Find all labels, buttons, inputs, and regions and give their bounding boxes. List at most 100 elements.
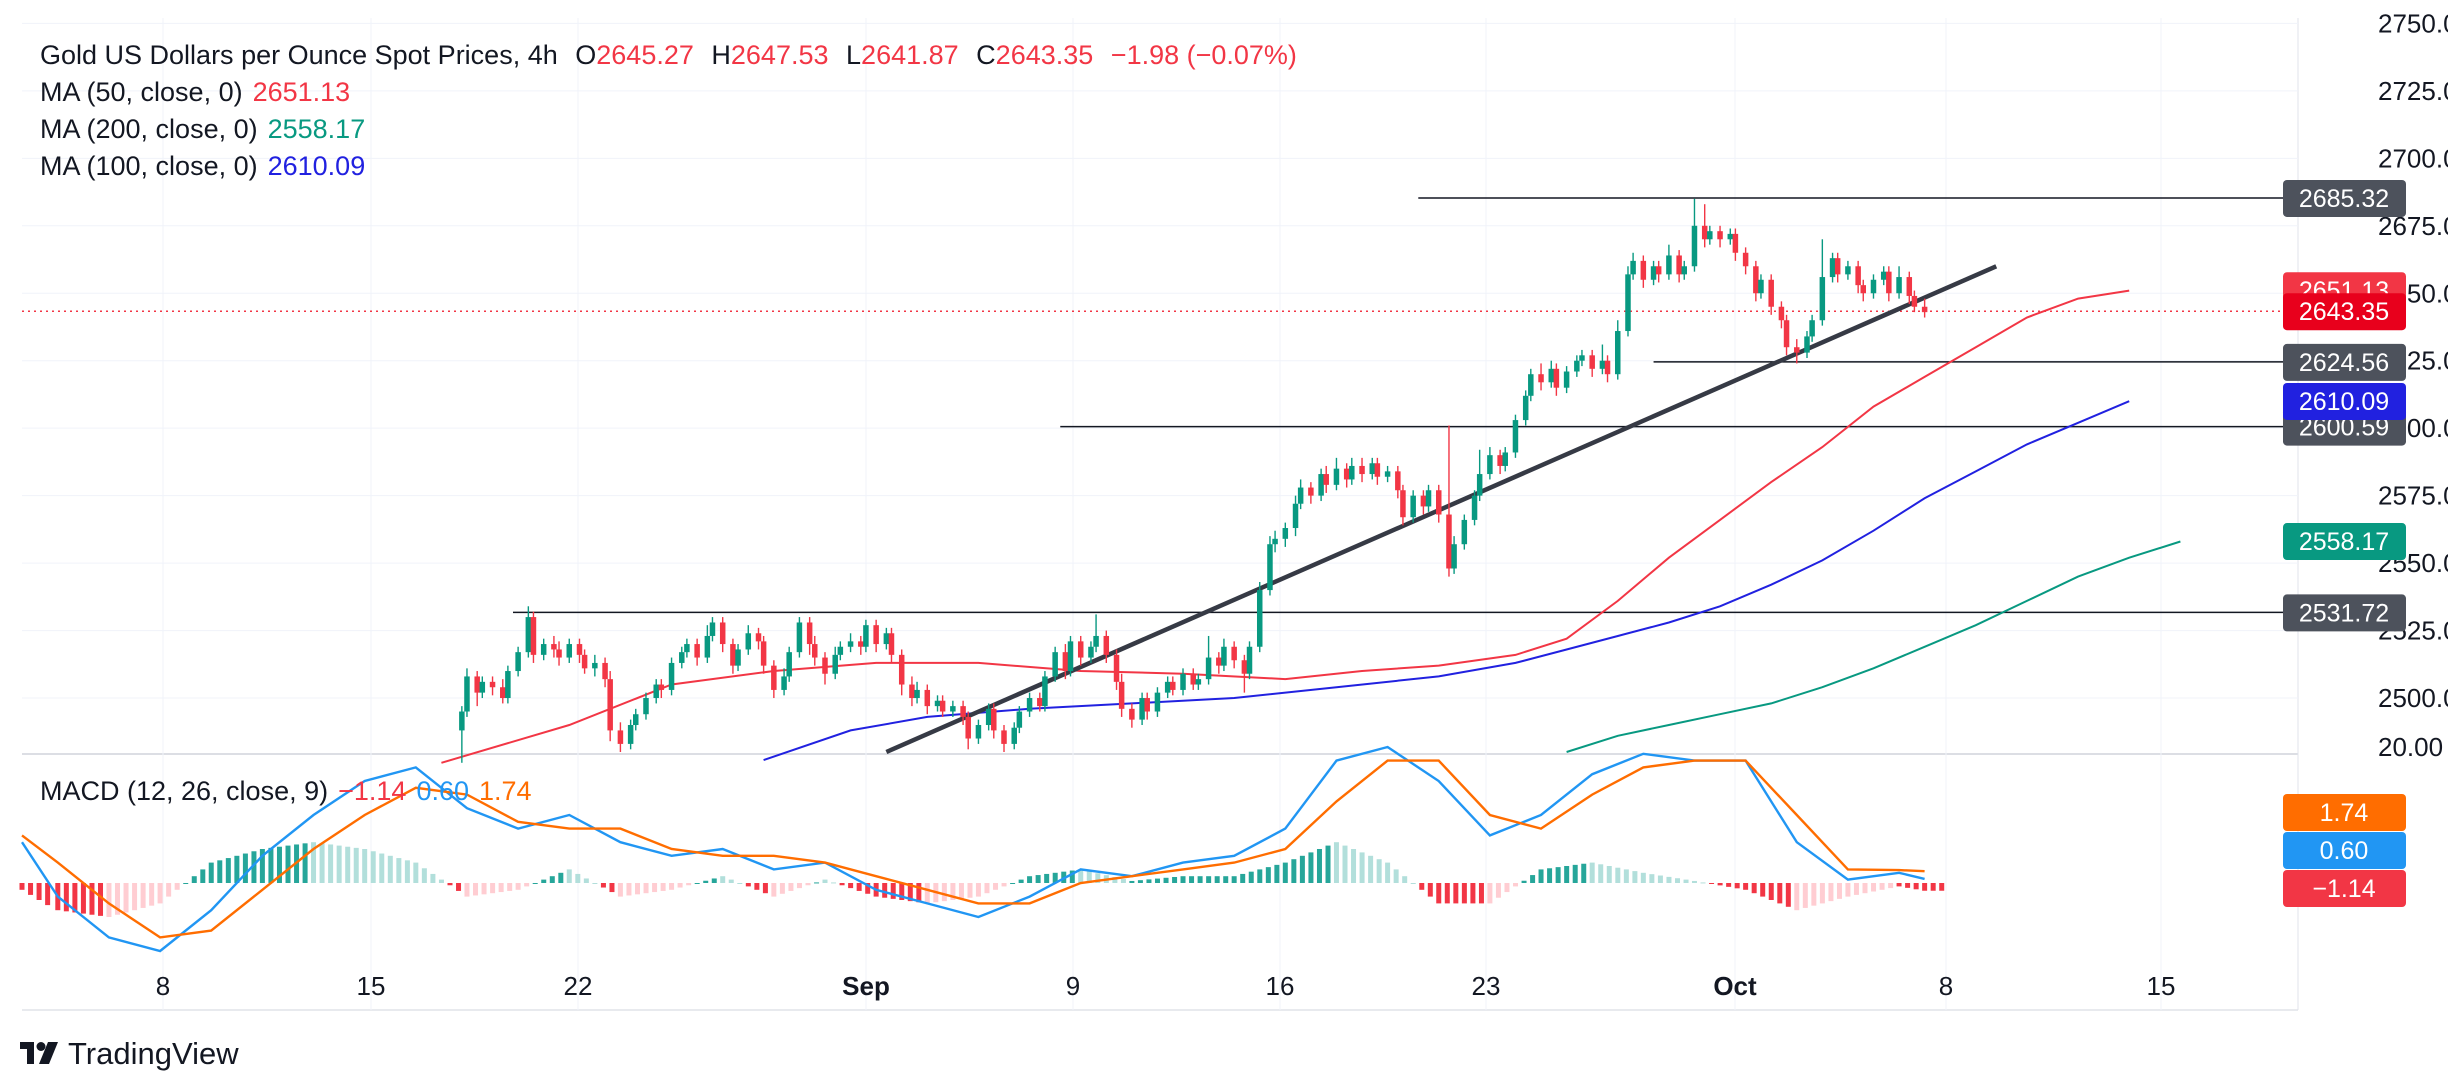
histogram-bar [1137, 880, 1143, 883]
candle-body [1880, 271, 1887, 280]
x-tick-label: 23 [1472, 971, 1501, 1001]
candle-body [1374, 463, 1381, 477]
candle-body [806, 622, 813, 645]
candle-body [1425, 490, 1432, 507]
tradingview-logo[interactable]: TradingView [20, 1036, 239, 1072]
histogram-bar [45, 883, 51, 906]
histogram-bar [1461, 883, 1467, 904]
histogram-bar [865, 883, 871, 894]
macd-signal-badge-label: 1.74 [2320, 799, 2369, 827]
histogram-bar [1274, 864, 1280, 883]
histogram-bar [1240, 873, 1246, 883]
ohlc-close: C2643.35 [976, 40, 1094, 70]
histogram-bar [566, 869, 572, 883]
candle-body [924, 689, 931, 707]
level-badge [2283, 594, 2406, 632]
candle-body [1205, 657, 1212, 680]
candle-body [530, 617, 537, 655]
candle-body [1139, 698, 1145, 720]
signal-line [21, 759, 1925, 939]
histogram-bar [183, 883, 189, 884]
histogram-bar [1717, 883, 1723, 886]
histogram-bar [1691, 880, 1697, 883]
tradingview-icon [20, 1042, 58, 1064]
candle-body [730, 644, 736, 666]
histogram-bar [1836, 883, 1842, 899]
histogram-bar [856, 883, 862, 891]
histogram-bar [208, 862, 214, 883]
macd-legend[interactable]: MACD (12, 26, close, 9) −1.14 0.60 1.74 [40, 776, 532, 806]
candle-body [1359, 465, 1365, 475]
histogram-bar [1010, 883, 1016, 884]
histogram-bar [1564, 866, 1570, 883]
histogram-bar [1615, 867, 1621, 883]
candle-body [735, 649, 741, 666]
candle-body [1701, 225, 1708, 240]
candle-body [1067, 641, 1074, 672]
candle-body [1282, 528, 1289, 539]
histogram-bar [1922, 883, 1928, 891]
x-tick-label: 8 [156, 971, 170, 1001]
candle-body [658, 684, 665, 690]
histogram-bar [890, 883, 896, 899]
candle-body [1308, 487, 1314, 496]
histogram-bar [157, 883, 163, 904]
grid [22, 18, 2299, 1011]
histogram-bar [1044, 873, 1050, 883]
candle-body [1538, 374, 1544, 383]
candle-body [1195, 679, 1202, 685]
candle-body [607, 679, 613, 731]
ma200-legend[interactable]: MA (200, close, 0) 2558.17 [40, 114, 366, 144]
candle-body [1911, 295, 1918, 307]
histogram-bar [114, 883, 120, 915]
histogram-bar [72, 883, 78, 913]
histogram-bar [583, 878, 589, 883]
histogram-bar [259, 849, 265, 883]
candle-body [1691, 225, 1698, 267]
candle-body [1707, 231, 1713, 240]
ma100-legend[interactable]: MA (100, close, 0) 2610.09 [40, 151, 366, 181]
histogram-bar [345, 846, 351, 883]
histogram-bar [737, 883, 743, 884]
histogram-bar [1189, 876, 1195, 883]
histogram-bar [438, 879, 444, 883]
histogram-bar [1709, 883, 1715, 884]
histogram-bar [1436, 883, 1442, 904]
candle-body [873, 625, 879, 645]
histogram-bar [362, 849, 368, 883]
candle-body [1154, 692, 1161, 712]
histogram-bar [98, 883, 104, 916]
histogram-bar [634, 883, 640, 895]
histogram-bar [387, 855, 393, 883]
candle-body [1042, 676, 1048, 707]
candle-body [617, 730, 624, 744]
histogram-bar [1172, 876, 1178, 883]
histogram-bar [36, 883, 42, 900]
candle-body [1400, 490, 1406, 518]
histogram-bar [225, 858, 231, 883]
histogram-bar [967, 883, 973, 898]
candle-body [1615, 331, 1621, 375]
histogram-bar [941, 883, 947, 902]
histogram-bar [600, 883, 606, 888]
candle-body [627, 725, 634, 744]
candle-body [1512, 420, 1519, 453]
histogram-bar [336, 845, 342, 883]
histogram-bar [1308, 852, 1314, 883]
ma-line [441, 289, 2130, 764]
candle-body [745, 633, 752, 650]
histogram-bar [617, 883, 623, 897]
candle-body [540, 644, 547, 655]
candle-body [914, 689, 920, 699]
histogram-bar [1419, 883, 1425, 890]
candle-body [694, 644, 700, 658]
histogram-bar [1351, 849, 1357, 883]
histogram-bar [89, 883, 95, 915]
ma50-legend[interactable]: MA (50, close, 0) 2651.13 [40, 77, 351, 107]
histogram-bar [1768, 883, 1774, 900]
candle-body [1589, 355, 1595, 369]
histogram-bar [814, 882, 820, 884]
price-badge-label: 2643.35 [2299, 298, 2389, 326]
histogram-bar [703, 880, 709, 883]
